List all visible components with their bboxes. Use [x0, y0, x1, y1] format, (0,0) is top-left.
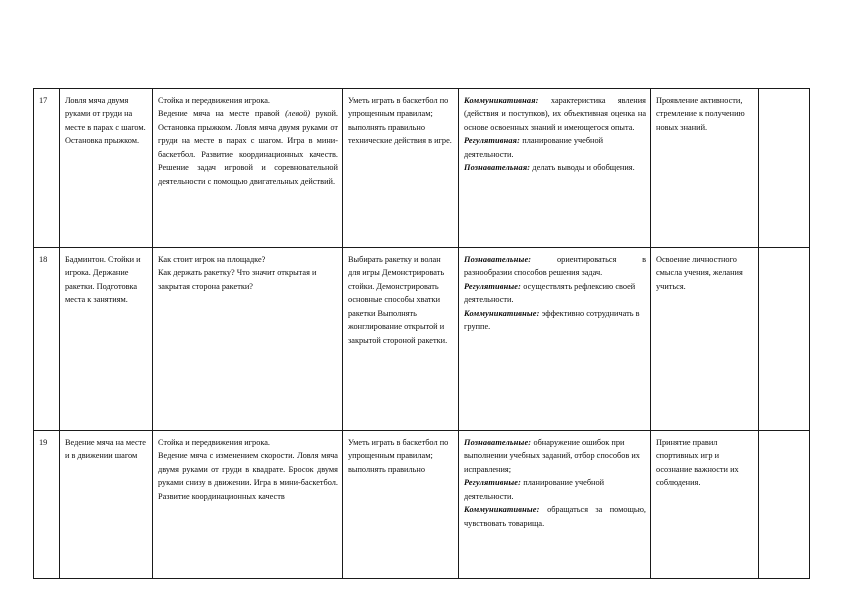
uud-text: делать выводы и обобщения. — [532, 163, 635, 173]
cell-notes — [758, 430, 810, 579]
uud-item: Коммуникативная: характеристика явления … — [464, 94, 646, 134]
cell-lesson-content: Стойка и передвижения игрока. Ведение мя… — [152, 88, 343, 248]
table-body: 17 Ловля мяча двумя руками от груди на м… — [33, 88, 810, 579]
content-line-2: Как держать ракетку? Что значит открытая… — [158, 268, 317, 291]
cell-lesson-number: 19 — [33, 430, 60, 579]
cell-personal-results: Освоение личностного смысла учения, жела… — [650, 247, 759, 431]
theme-text: Ловля мяча двумя руками от груди на мест… — [65, 96, 146, 146]
cell-uud: Познавательные: обнаружение ошибок при в… — [458, 430, 651, 579]
theme-text: Бадминтон. Стойки и игрока. Держание рак… — [65, 255, 141, 305]
content-line-1: Стойка и передвижения игрока. — [158, 438, 271, 447]
cell-lesson-content: Как стоит игрок на площадке? Как держать… — [152, 247, 343, 431]
table-row: 18 Бадминтон. Стойки и игрока. Держание … — [33, 247, 810, 431]
table-row: 17 Ловля мяча двумя руками от груди на м… — [33, 88, 810, 248]
cell-personal-results: Принятие правил спортивных игр и осознан… — [650, 430, 759, 579]
cell-lesson-content: Стойка и передвижения игрока. Ведение мя… — [152, 430, 343, 579]
cell-lesson-theme: Бадминтон. Стойки и игрока. Держание рак… — [59, 247, 153, 431]
personal-text: Проявление активности, стремление к полу… — [656, 96, 745, 132]
uud-text: характеристика явления (действия и посту… — [464, 96, 646, 132]
uud-label: Познавательные: — [464, 255, 558, 264]
uud-label: Коммуникативные: — [464, 505, 548, 515]
uud-text: обращаться за помощью, чувствовать товар… — [464, 505, 646, 528]
cell-subject-results: Уметь играть в баскетбол по упрощенным п… — [342, 430, 459, 579]
uud-text: планирование учебной деятельности. — [464, 478, 605, 501]
cell-lesson-number: 17 — [33, 88, 60, 248]
cell-notes — [758, 88, 810, 248]
uud-label: Познавательная: — [464, 163, 533, 173]
uud-item: Регулятивные: осуществлять рефлексию сво… — [464, 280, 646, 307]
cell-uud: Коммуникативная: характеристика явления … — [458, 88, 651, 248]
uud-text: осуществлять рефлексию своей деятельност… — [464, 281, 636, 305]
uud-item: Регулятивные: планирование учебной деяте… — [464, 476, 646, 503]
cell-lesson-number: 18 — [33, 247, 60, 431]
cell-uud: Познавательные: ориентироваться в разноо… — [458, 247, 651, 431]
uud-label: Познавательные: — [464, 438, 534, 447]
uud-item: Коммуникативные: обращаться за помощью, … — [464, 503, 646, 530]
cell-personal-results: Проявление активности, стремление к полу… — [650, 88, 759, 248]
uud-item: Познавательные: обнаружение ошибок при в… — [464, 436, 646, 476]
skills-text: Уметь играть в баскетбол по упрощенным п… — [348, 96, 452, 146]
personal-text: Освоение личностного смысла учения, жела… — [656, 255, 743, 291]
skills-text: Уметь играть в баскетбол по упрощенным п… — [348, 438, 449, 474]
cell-lesson-theme: Ловля мяча двумя руками от груди на мест… — [59, 88, 153, 248]
lesson-plan-table: 17 Ловля мяча двумя руками от груди на м… — [33, 88, 810, 579]
content-italic-note: (левой) — [285, 109, 310, 119]
cell-lesson-theme: Ведение мяча на месте и в движении шагом — [59, 430, 153, 579]
lesson-plan-table-wrapper: 17 Ловля мяча двумя руками от груди на м… — [33, 88, 810, 579]
uud-label: Регулятивные: — [464, 478, 524, 488]
content-line-1: Как стоит игрок на площадке? — [158, 255, 266, 264]
uud-text: ориентироваться в разнообразии способов … — [464, 255, 646, 278]
personal-text: Принятие правил спортивных игр и осознан… — [656, 438, 739, 488]
cell-notes — [758, 247, 810, 431]
uud-text: эффективно сотрудничать в группе. — [464, 308, 640, 332]
uud-label: Коммуникативные: — [464, 308, 542, 318]
uud-label: Коммуникативная: — [464, 96, 551, 105]
uud-label: Регулятивная: — [464, 136, 523, 146]
uud-text: планирование учебной деятельности. — [464, 136, 604, 159]
uud-label: Регулятивные: — [464, 281, 524, 291]
content-line-2: Ведение мяча с изменением скорости. Ловл… — [158, 451, 338, 501]
uud-item: Познавательная: делать выводы и обобщени… — [464, 161, 646, 174]
uud-item: Регулятивная: планирование учебной деяте… — [464, 134, 646, 161]
skills-text: Выбирать ракетку и волан для игры Демонс… — [348, 255, 448, 345]
theme-text: Ведение мяча на месте и в движении шагом — [65, 438, 146, 461]
table-row: 19 Ведение мяча на месте и в движении ша… — [33, 430, 810, 579]
content-line-2: Ведение мяча на месте правой (левой) рук… — [158, 109, 338, 186]
cell-subject-results: Выбирать ракетку и волан для игры Демонс… — [342, 247, 459, 431]
content-line-1: Стойка и передвижения игрока. — [158, 96, 271, 105]
uud-text: обнаружение ошибок при выполнении учебны… — [464, 438, 640, 474]
cell-subject-results: Уметь играть в баскетбол по упрощенным п… — [342, 88, 459, 248]
uud-item: Коммуникативные: эффективно сотрудничать… — [464, 307, 646, 334]
uud-item: Познавательные: ориентироваться в разноо… — [464, 253, 646, 280]
